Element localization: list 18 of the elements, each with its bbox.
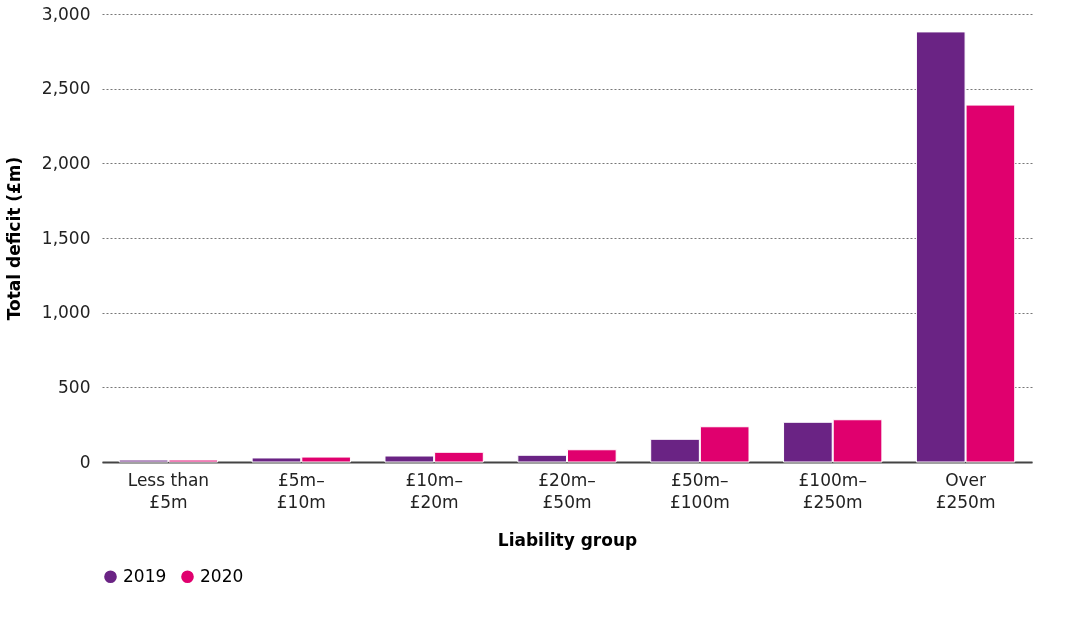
y-tick-label: 500 xyxy=(58,376,91,397)
x-tick-label: £5m–£10m xyxy=(276,469,326,512)
x-tick-label: £10m–£20m xyxy=(405,469,463,512)
y-tick-label: 1,500 xyxy=(41,227,91,248)
x-tick-label: Over £250m xyxy=(935,469,996,512)
y-tick-label: 2,000 xyxy=(41,152,91,173)
x-tick-label: Less than £5m xyxy=(127,469,210,512)
x-tick-label: £20m–£50m xyxy=(538,469,596,512)
y-tick-label: 3,000 xyxy=(41,3,91,24)
legend-label: 2019 xyxy=(123,565,167,586)
y-tick-label: 0 xyxy=(79,451,91,472)
x-tick-label: £100m–£250m xyxy=(798,469,867,512)
y-tick-label: 2,500 xyxy=(41,78,91,99)
x-axis-title: Liability group xyxy=(497,529,638,550)
legend-label: 2020 xyxy=(200,565,244,586)
y-tick-label: 1,000 xyxy=(41,302,91,323)
y-axis-title: Total deficit (£m) xyxy=(3,156,24,321)
x-tick-label: £50m–£100m xyxy=(669,469,730,512)
